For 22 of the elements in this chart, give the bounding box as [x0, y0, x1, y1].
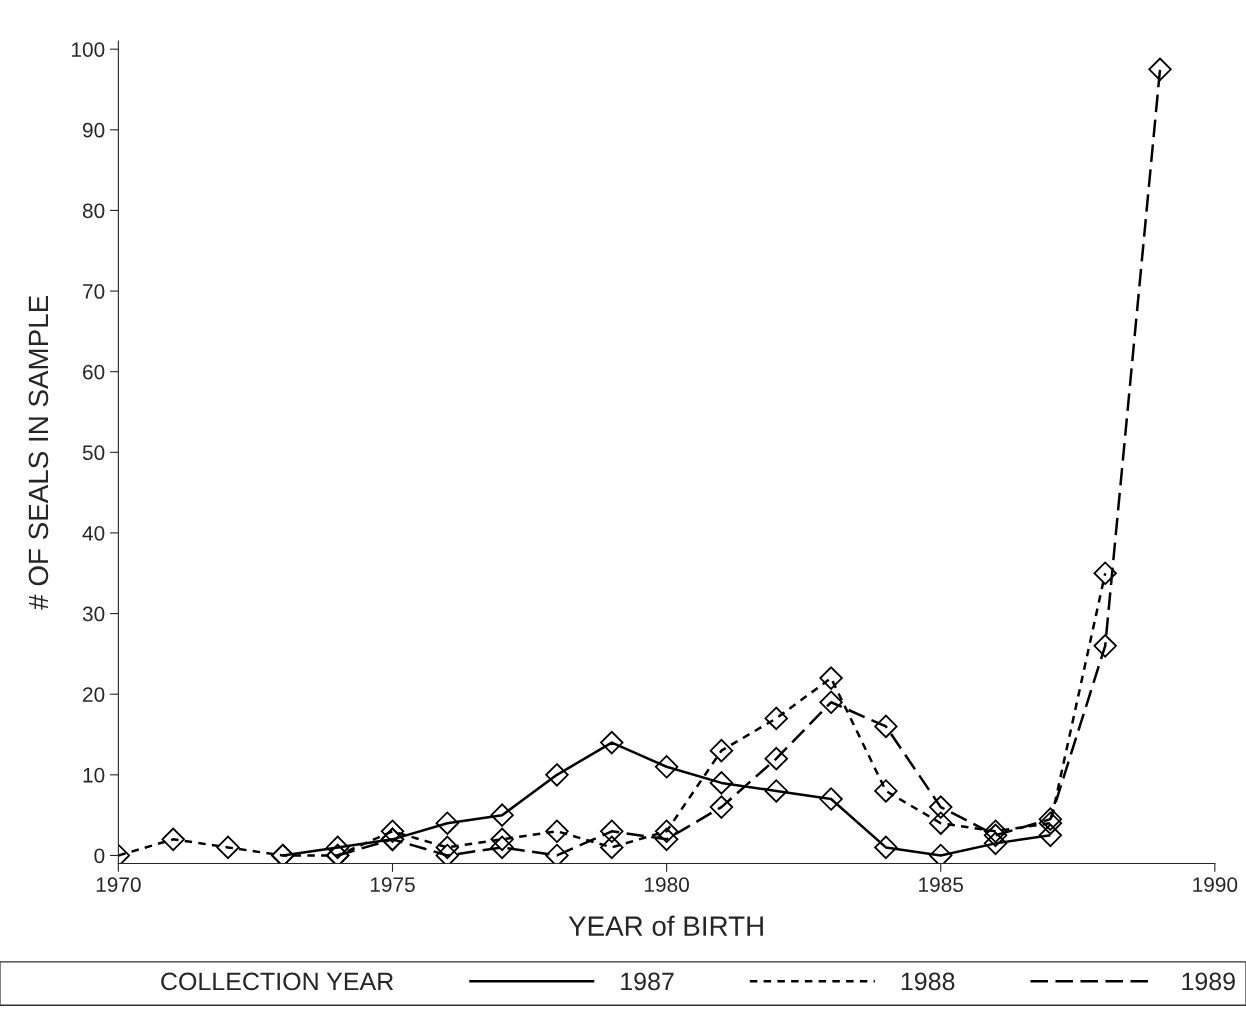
y-tick-label: 50 [82, 445, 105, 461]
y-tick-label: 40 [82, 525, 105, 541]
x-axis-title: YEAR of BIRTH [568, 915, 763, 936]
x-tick-label: 1985 [919, 877, 964, 893]
y-tick-label: 100 [72, 42, 105, 57]
legend-label: 1988 [901, 972, 955, 991]
legend-title: COLLECTION YEAR [161, 972, 394, 991]
y-tick-label: 90 [82, 122, 105, 138]
x-tick-label: 1975 [370, 877, 415, 893]
x-tick-label: 1990 [1193, 877, 1238, 893]
y-tick-label: 10 [83, 767, 105, 783]
y-tick-label: 60 [83, 364, 105, 380]
y-tick-label: 70 [83, 284, 105, 299]
x-tick-label: 1980 [645, 877, 689, 893]
y-tick-label: 30 [82, 606, 105, 622]
legend-label: 1989 [1182, 972, 1235, 991]
x-tick-label: 1970 [96, 877, 141, 893]
y-tick-label: 20 [83, 687, 105, 702]
y-tick-label: 0 [94, 848, 105, 864]
y-axis-title: # OF SEALS IN SAMPLE [28, 296, 49, 610]
y-tick-label: 80 [82, 203, 105, 219]
legend-label: 1987 [621, 972, 674, 991]
